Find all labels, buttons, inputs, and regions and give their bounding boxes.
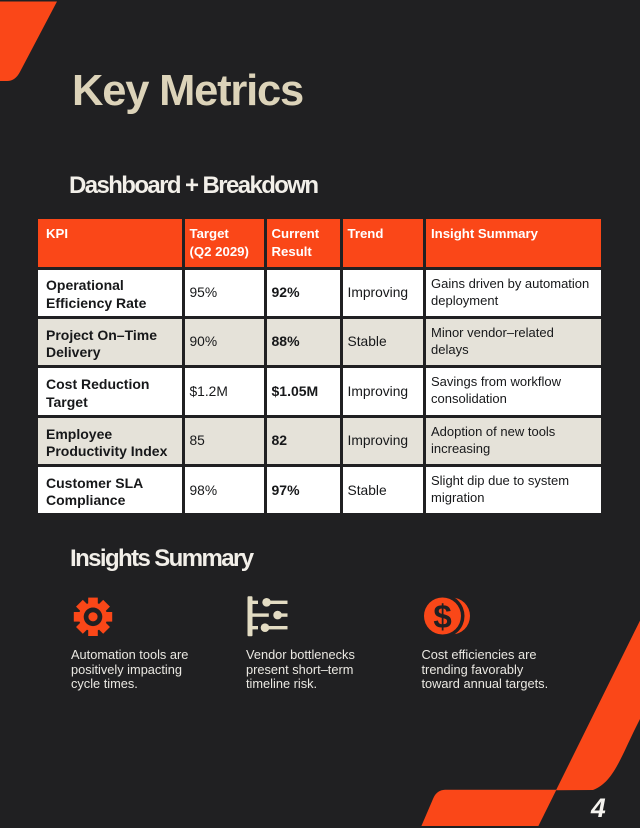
- svg-text:$: $: [433, 598, 451, 635]
